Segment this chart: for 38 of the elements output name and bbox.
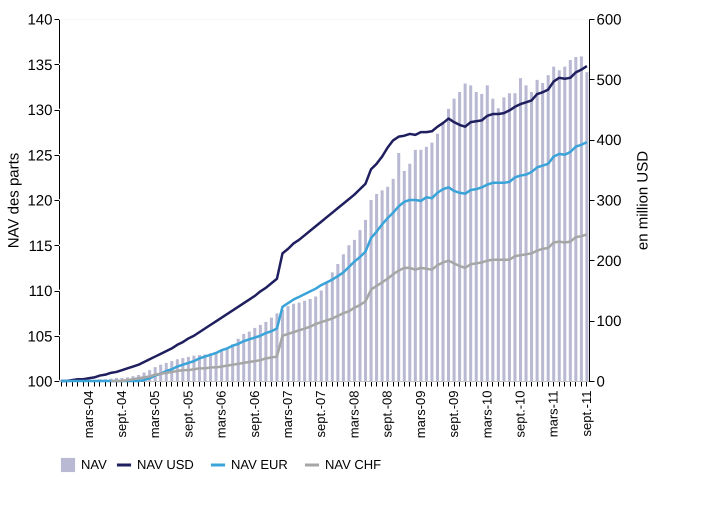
x-tick-label: mars-07 xyxy=(280,390,296,438)
x-tick-label: mars-04 xyxy=(80,390,96,438)
y2-axis-title: en million USD xyxy=(634,150,652,250)
x-tick-label: sept.-11 xyxy=(578,390,594,437)
y-tick-label: 115 xyxy=(28,238,52,255)
x-tick-label: mars-05 xyxy=(147,390,162,438)
x-tick-label: sept.-04 xyxy=(114,390,129,438)
y-tick-label: 120 xyxy=(27,192,52,210)
x-tick-label: sept.-10 xyxy=(512,390,528,438)
x-tick-label: sept.-08 xyxy=(380,390,395,438)
y2-tick-label: 500 xyxy=(596,72,622,89)
y-tick-label: 125 xyxy=(27,147,52,164)
y2-tick-label: 400 xyxy=(596,132,622,150)
y-tick-label: 110 xyxy=(28,283,52,300)
x-tick-label: mars-11 xyxy=(546,390,561,438)
legend-label: NAV USD xyxy=(137,457,194,472)
y-tick-label: 105 xyxy=(27,328,52,346)
x-tick-label: mars-10 xyxy=(479,390,494,438)
x-tick-label: mars-06 xyxy=(214,390,229,438)
y-tick-label: 135 xyxy=(27,56,52,74)
x-tick-label: sept.-06 xyxy=(246,390,262,438)
x-tick-label: mars-08 xyxy=(346,390,362,438)
y-tick-label: 100 xyxy=(27,374,52,390)
y-tick-label: 130 xyxy=(27,102,52,119)
legend-label: NAV xyxy=(81,457,108,472)
x-tick-label: sept.-05 xyxy=(180,390,196,438)
x-tick-label: sept.-07 xyxy=(313,390,328,438)
y2-tick-label: 0 xyxy=(596,374,605,390)
y-axis-title: NAV des parts xyxy=(5,152,22,248)
x-tick-label: sept.-09 xyxy=(446,390,462,438)
x-tick-label: mars-09 xyxy=(412,390,428,438)
y2-tick-label: 300 xyxy=(596,192,622,210)
legend-label: NAV EUR xyxy=(231,457,288,472)
y2-tick-label: 100 xyxy=(596,313,622,330)
y2-tick-label: 600 xyxy=(596,12,622,28)
legend-label: NAV CHF xyxy=(325,457,382,472)
y2-tick-label: 200 xyxy=(596,252,622,270)
y-tick-label: 140 xyxy=(27,12,52,28)
